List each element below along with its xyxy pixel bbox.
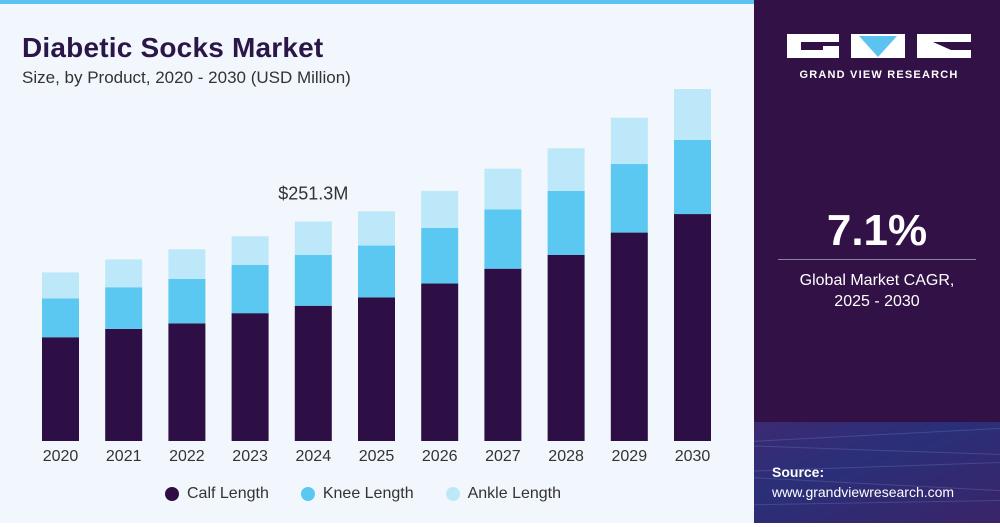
x-tick-label: 2020 (43, 448, 79, 465)
cagr-divider (778, 259, 976, 260)
bar-knee-2030 (674, 139, 711, 215)
bar-ankle-2027 (484, 168, 522, 210)
bar-calf-2030 (674, 214, 711, 441)
bar-knee-2024 (294, 254, 332, 306)
cagr-label-line1: Global Market CAGR, (799, 272, 955, 289)
decorative-wave (754, 426, 1000, 443)
source-label: Source: (772, 464, 825, 480)
source-band (754, 422, 1000, 523)
logo-mark-icon (787, 34, 971, 58)
x-tick-label: 2022 (169, 448, 205, 465)
x-tick-label: 2027 (485, 448, 521, 465)
decorative-wave (754, 499, 1000, 506)
legend-swatch-ankle (445, 487, 460, 501)
cagr-label-line2: 2025 - 2030 (834, 293, 920, 310)
bar-knee-2023 (231, 265, 269, 314)
bar-calf-2023 (231, 313, 269, 441)
bar-ankle-2022 (168, 249, 206, 279)
bar-ankle-2025 (358, 211, 395, 246)
chart-legend: Calf Length Knee Length Ankle Length (165, 485, 561, 503)
bar-ankle-2028 (547, 148, 585, 191)
bar-knee-2027 (484, 209, 522, 269)
bar-calf-2026 (421, 283, 459, 441)
decorative-wave (754, 444, 1000, 457)
bar-ankle-2020 (42, 272, 79, 299)
bar-calf-2022 (168, 323, 206, 441)
x-tick-label: 2026 (422, 448, 458, 465)
bar-knee-2020 (42, 298, 79, 338)
bar-ankle-2026 (421, 190, 459, 228)
x-tick-label: 2029 (612, 448, 648, 465)
chart-title: Diabetic Socks Market (22, 32, 324, 63)
legend-label-calf: Calf Length (187, 485, 269, 502)
legend-label-ankle: Ankle Length (467, 485, 561, 502)
bar-calf-2027 (484, 268, 522, 441)
bar-knee-2028 (547, 190, 585, 255)
bar-calf-2024 (294, 305, 332, 441)
legend-item-calf: Calf Length (165, 485, 269, 503)
side-panel: GRAND VIEW RESEARCH 7.1% Global Market C… (754, 0, 1000, 523)
bar-ankle-2024 (294, 221, 332, 255)
bar-ankle-2029 (610, 117, 648, 165)
bar-knee-2025 (358, 245, 395, 298)
x-tick-label: 2021 (106, 448, 142, 465)
bar-ankle-2021 (105, 259, 143, 288)
brand-name: GRAND VIEW RESEARCH (799, 69, 959, 81)
bar-knee-2022 (168, 278, 206, 324)
x-tick-label: 2025 (359, 448, 395, 465)
x-tick-label: 2024 (296, 448, 332, 465)
legend-item-ankle: Ankle Length (445, 485, 561, 503)
bar-knee-2026 (421, 227, 459, 284)
gvr-logo-icon: GRAND VIEW RESEARCH (787, 30, 971, 81)
legend-item-knee: Knee Length (300, 485, 414, 503)
bar-calf-2028 (547, 254, 585, 441)
cagr-label: Global Market CAGR, 2025 - 2030 (754, 270, 1000, 312)
bar-ankle-2030 (674, 89, 711, 140)
source-link[interactable]: www.grandviewresearch.com (772, 484, 955, 500)
bar-ankle-2023 (231, 236, 269, 265)
bar-calf-2025 (358, 297, 395, 441)
x-tick-label: 2030 (675, 448, 711, 465)
chart-panel: Diabetic Socks Market Size, by Product, … (0, 0, 754, 523)
legend-swatch-knee (300, 487, 315, 501)
bar-calf-2020 (42, 337, 79, 441)
cagr-value: 7.1% (826, 206, 928, 255)
legend-label-knee: Knee Length (322, 485, 414, 502)
bar-calf-2029 (610, 232, 648, 441)
data-label-2024: $251.3M (278, 183, 348, 203)
bar-knee-2021 (105, 287, 143, 329)
x-tick-label: 2028 (548, 448, 584, 465)
stacked-bar-chart: 2020 2021 2022 2023 2024 $251.3M 2025 2026 2027 2… (42, 89, 711, 465)
bar-knee-2029 (610, 164, 648, 233)
legend-swatch-calf (165, 487, 179, 501)
chart-subtitle: Size, by Product, 2020 - 2030 (USD Milli… (22, 68, 351, 87)
bar-calf-2021 (105, 328, 143, 441)
x-tick-label: 2023 (232, 448, 268, 465)
